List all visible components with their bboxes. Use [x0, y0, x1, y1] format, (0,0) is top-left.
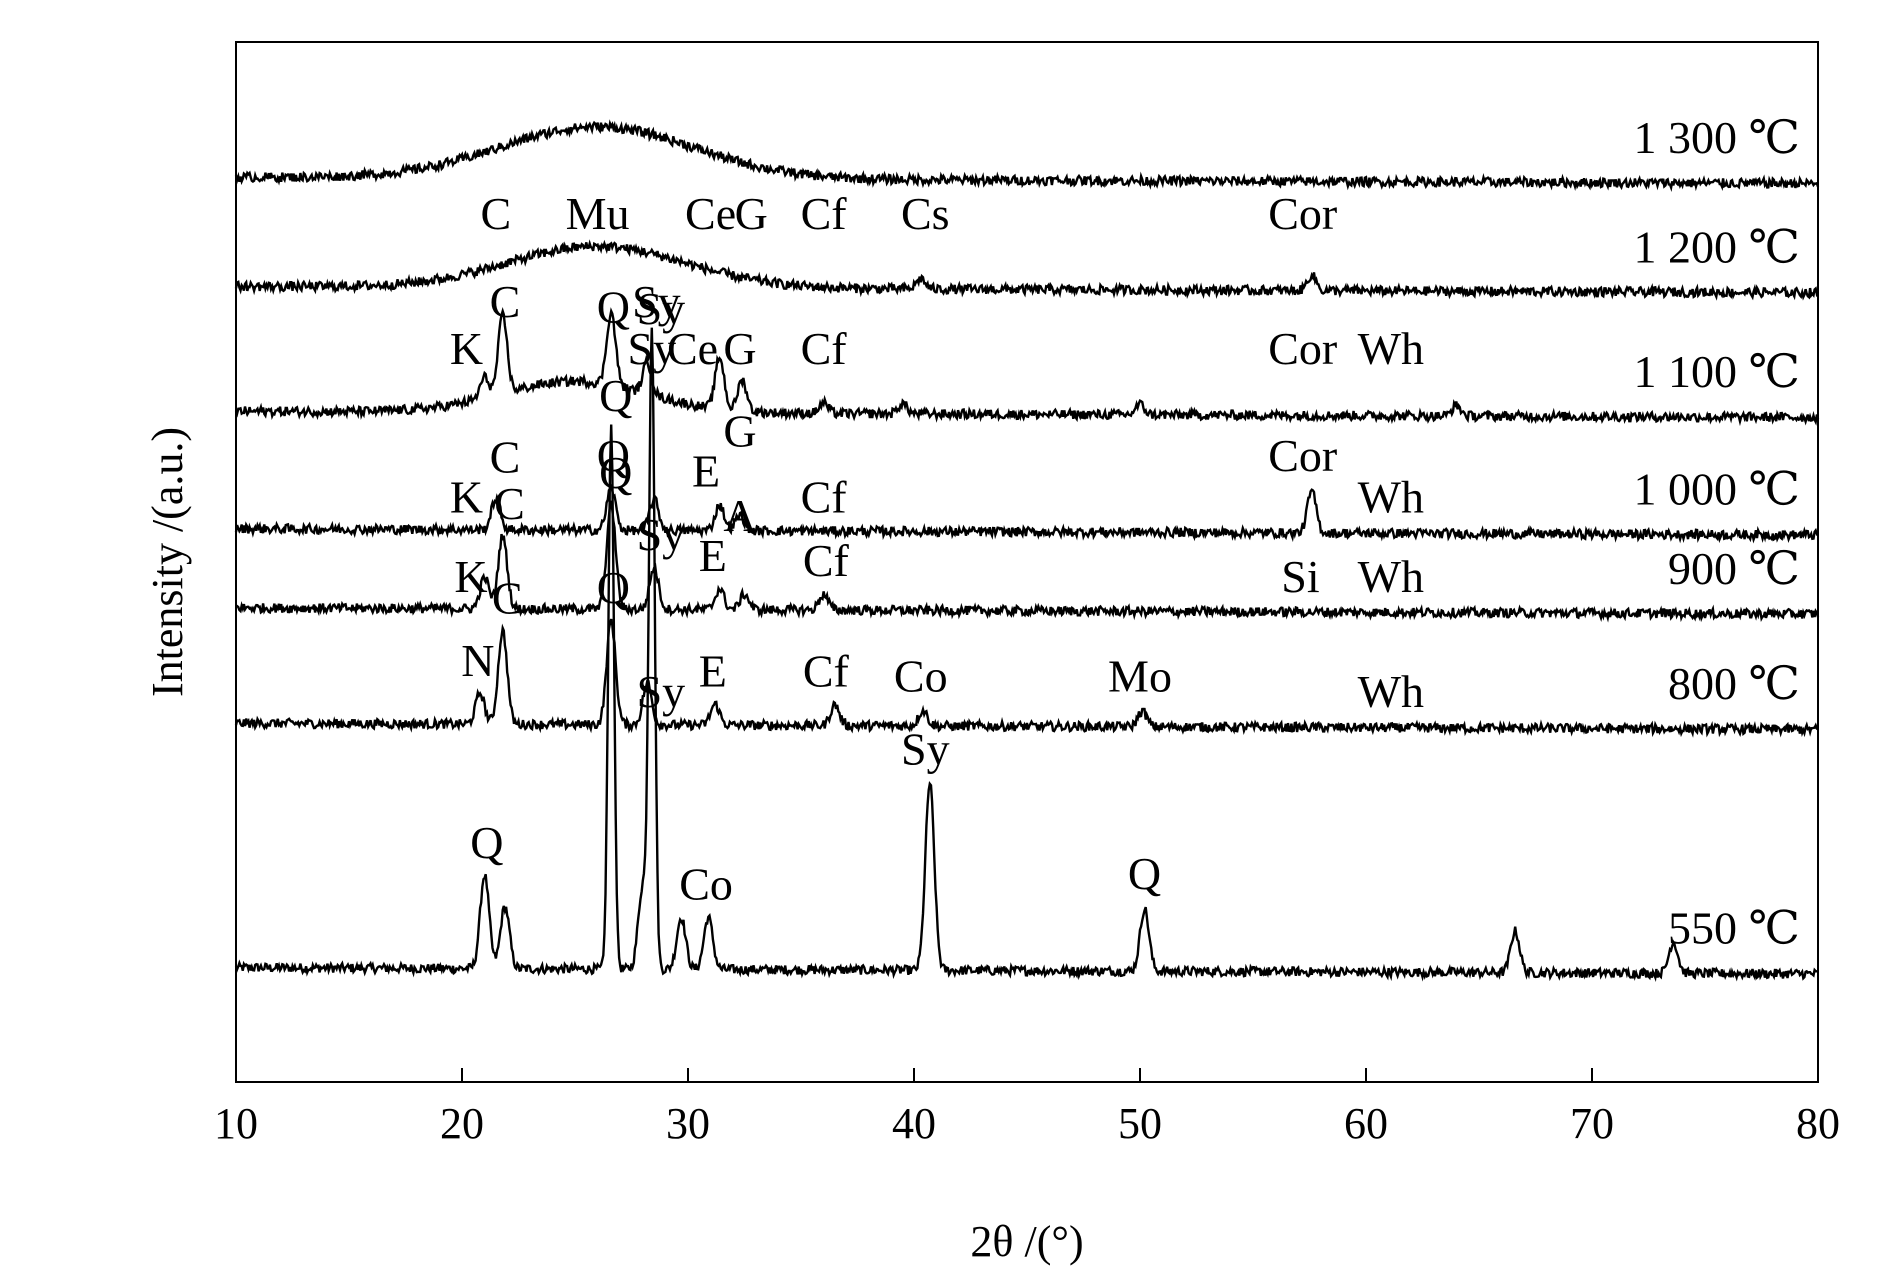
- curves-group: [234, 119, 1820, 982]
- series-name-label: 1 000 ℃: [1634, 464, 1800, 515]
- x-tick-label: 30: [666, 1099, 710, 1148]
- peak-label: Cor: [1268, 188, 1337, 239]
- peak-label: Cor: [1268, 430, 1337, 481]
- peak-label: K: [450, 472, 483, 523]
- peak-label: Cf: [801, 323, 848, 374]
- series-line: [234, 239, 1819, 301]
- peak-label: C: [494, 478, 525, 529]
- x-tick-label: 70: [1570, 1099, 1614, 1148]
- series-name-label: 1 100 ℃: [1634, 346, 1800, 397]
- x-tick-label: 20: [440, 1099, 484, 1148]
- peak-label: Sy: [632, 276, 681, 327]
- peak-label: Cor: [1268, 323, 1337, 374]
- peak-label: Co: [679, 859, 733, 910]
- series-line: [234, 483, 1819, 544]
- peak-label: Mu: [566, 188, 630, 239]
- series-name-label: 900 ℃: [1668, 543, 1800, 594]
- peak-label: Ce: [685, 188, 736, 239]
- peak-label: E: [692, 446, 720, 497]
- peak-label: G: [735, 188, 768, 239]
- peak-label: A: [723, 490, 756, 541]
- peak-label: Cf: [803, 535, 850, 586]
- x-tick-label: 40: [892, 1099, 936, 1148]
- peak-label: Cs: [901, 188, 950, 239]
- x-tick-label: 60: [1344, 1099, 1388, 1148]
- x-tick-label: 80: [1796, 1099, 1840, 1148]
- y-axis-label: Intensity /(a.u.): [143, 427, 192, 697]
- peak-label: Q: [470, 817, 503, 868]
- peak-label: Cf: [801, 188, 848, 239]
- x-axis-label: 2θ /(°): [970, 1217, 1083, 1266]
- x-axis-ticks: 10 20 30 40 50 60 70 80: [214, 1068, 1840, 1148]
- series-name-label: 1 200 ℃: [1634, 221, 1800, 272]
- peak-label: K: [450, 323, 483, 374]
- peak-label: Wh: [1358, 551, 1424, 602]
- series-line: [235, 500, 1820, 623]
- peak-label: C: [492, 573, 523, 624]
- series-line: [234, 618, 1819, 738]
- peak-label: G: [723, 406, 756, 457]
- peak-label: Q: [599, 370, 632, 421]
- x-tick-label: 50: [1118, 1099, 1162, 1148]
- peak-label: E: [699, 530, 727, 581]
- peak-label: C: [481, 188, 512, 239]
- peak-label: Ce: [667, 323, 718, 374]
- peak-label: Q: [597, 430, 630, 481]
- series-name-label: 800 ℃: [1668, 658, 1800, 709]
- peak-label: Q: [597, 281, 630, 332]
- peak-label: Q: [597, 562, 630, 613]
- peak-label: Si: [1281, 551, 1319, 602]
- peak-label: E: [699, 645, 727, 696]
- peak-label: Sy: [637, 283, 686, 334]
- peak-label: N: [461, 635, 494, 686]
- x-tick-label: 10: [214, 1099, 258, 1148]
- peak-label: K: [454, 551, 487, 602]
- peak-label: C: [490, 432, 521, 483]
- peak-label: Cf: [801, 472, 848, 523]
- peak-label: Cf: [803, 645, 850, 696]
- peak-label: Sy: [628, 323, 677, 374]
- peak-label: Wh: [1358, 472, 1424, 523]
- peak-label: Sy: [637, 509, 686, 560]
- series-name-label: 1 300 ℃: [1634, 112, 1800, 163]
- series-line: [234, 327, 1818, 982]
- peak-label: G: [723, 323, 756, 374]
- peak-label: Co: [894, 651, 948, 702]
- peak-label: Sy: [637, 666, 686, 717]
- peak-label: Wh: [1358, 666, 1424, 717]
- peak-label: Q: [599, 447, 632, 498]
- peak-label: Sy: [901, 723, 950, 774]
- series-line: [234, 307, 1820, 427]
- series-name-label: 550 ℃: [1668, 903, 1800, 954]
- series-line: [234, 119, 1820, 192]
- peak-label: Mo: [1108, 651, 1172, 702]
- peak-label: Q: [1128, 848, 1161, 899]
- plot-frame: [235, 41, 1819, 1083]
- peak-label: Wh: [1358, 323, 1424, 374]
- peak-label: C: [490, 276, 521, 327]
